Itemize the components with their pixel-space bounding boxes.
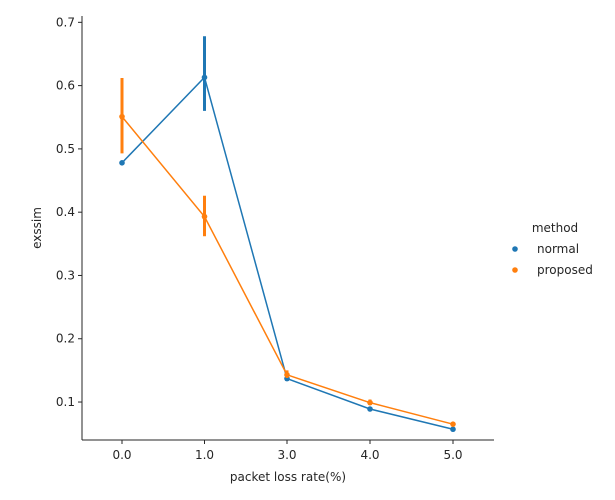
x-tick-label: 1.0 <box>195 448 214 462</box>
legend: method normal proposed <box>512 221 593 277</box>
y-axis: 0.1 0.2 0.3 0.4 0.5 0.6 0.7 <box>56 15 82 409</box>
y-tick-label: 0.6 <box>56 79 75 93</box>
data-point <box>284 372 290 378</box>
data-point <box>367 399 373 406</box>
data-point <box>201 213 208 220</box>
data-point <box>450 426 456 433</box>
y-tick-label: 0.2 <box>56 332 75 346</box>
x-tick-label: 4.0 <box>360 448 379 462</box>
plot-area <box>81 16 494 441</box>
y-tick-label: 0.7 <box>56 15 75 29</box>
legend-marker <box>512 246 518 252</box>
y-tick-label: 0.4 <box>56 205 75 219</box>
legend-marker <box>512 267 518 273</box>
data-point <box>201 74 208 81</box>
x-tick-label: 3.0 <box>277 448 296 462</box>
data-point <box>450 421 456 427</box>
y-tick-label: 0.1 <box>56 395 75 409</box>
y-tick-label: 0.3 <box>56 268 75 282</box>
x-axis: 0.0 1.0 3.0 4.0 5.0 <box>112 440 463 462</box>
data-point <box>119 113 125 120</box>
y-tick-label: 0.5 <box>56 142 75 156</box>
data-point <box>119 160 125 166</box>
series-proposed <box>119 78 456 427</box>
x-tick-label: 5.0 <box>443 448 462 462</box>
legend-label: normal <box>537 242 579 256</box>
legend-title: method <box>532 221 578 235</box>
data-point <box>367 406 373 412</box>
x-tick-label: 0.0 <box>112 448 131 462</box>
x-axis-label: packet loss rate(%) <box>230 470 346 484</box>
legend-label: proposed <box>537 263 593 277</box>
y-axis-label: exssim <box>30 207 44 249</box>
series-layer <box>119 36 456 433</box>
